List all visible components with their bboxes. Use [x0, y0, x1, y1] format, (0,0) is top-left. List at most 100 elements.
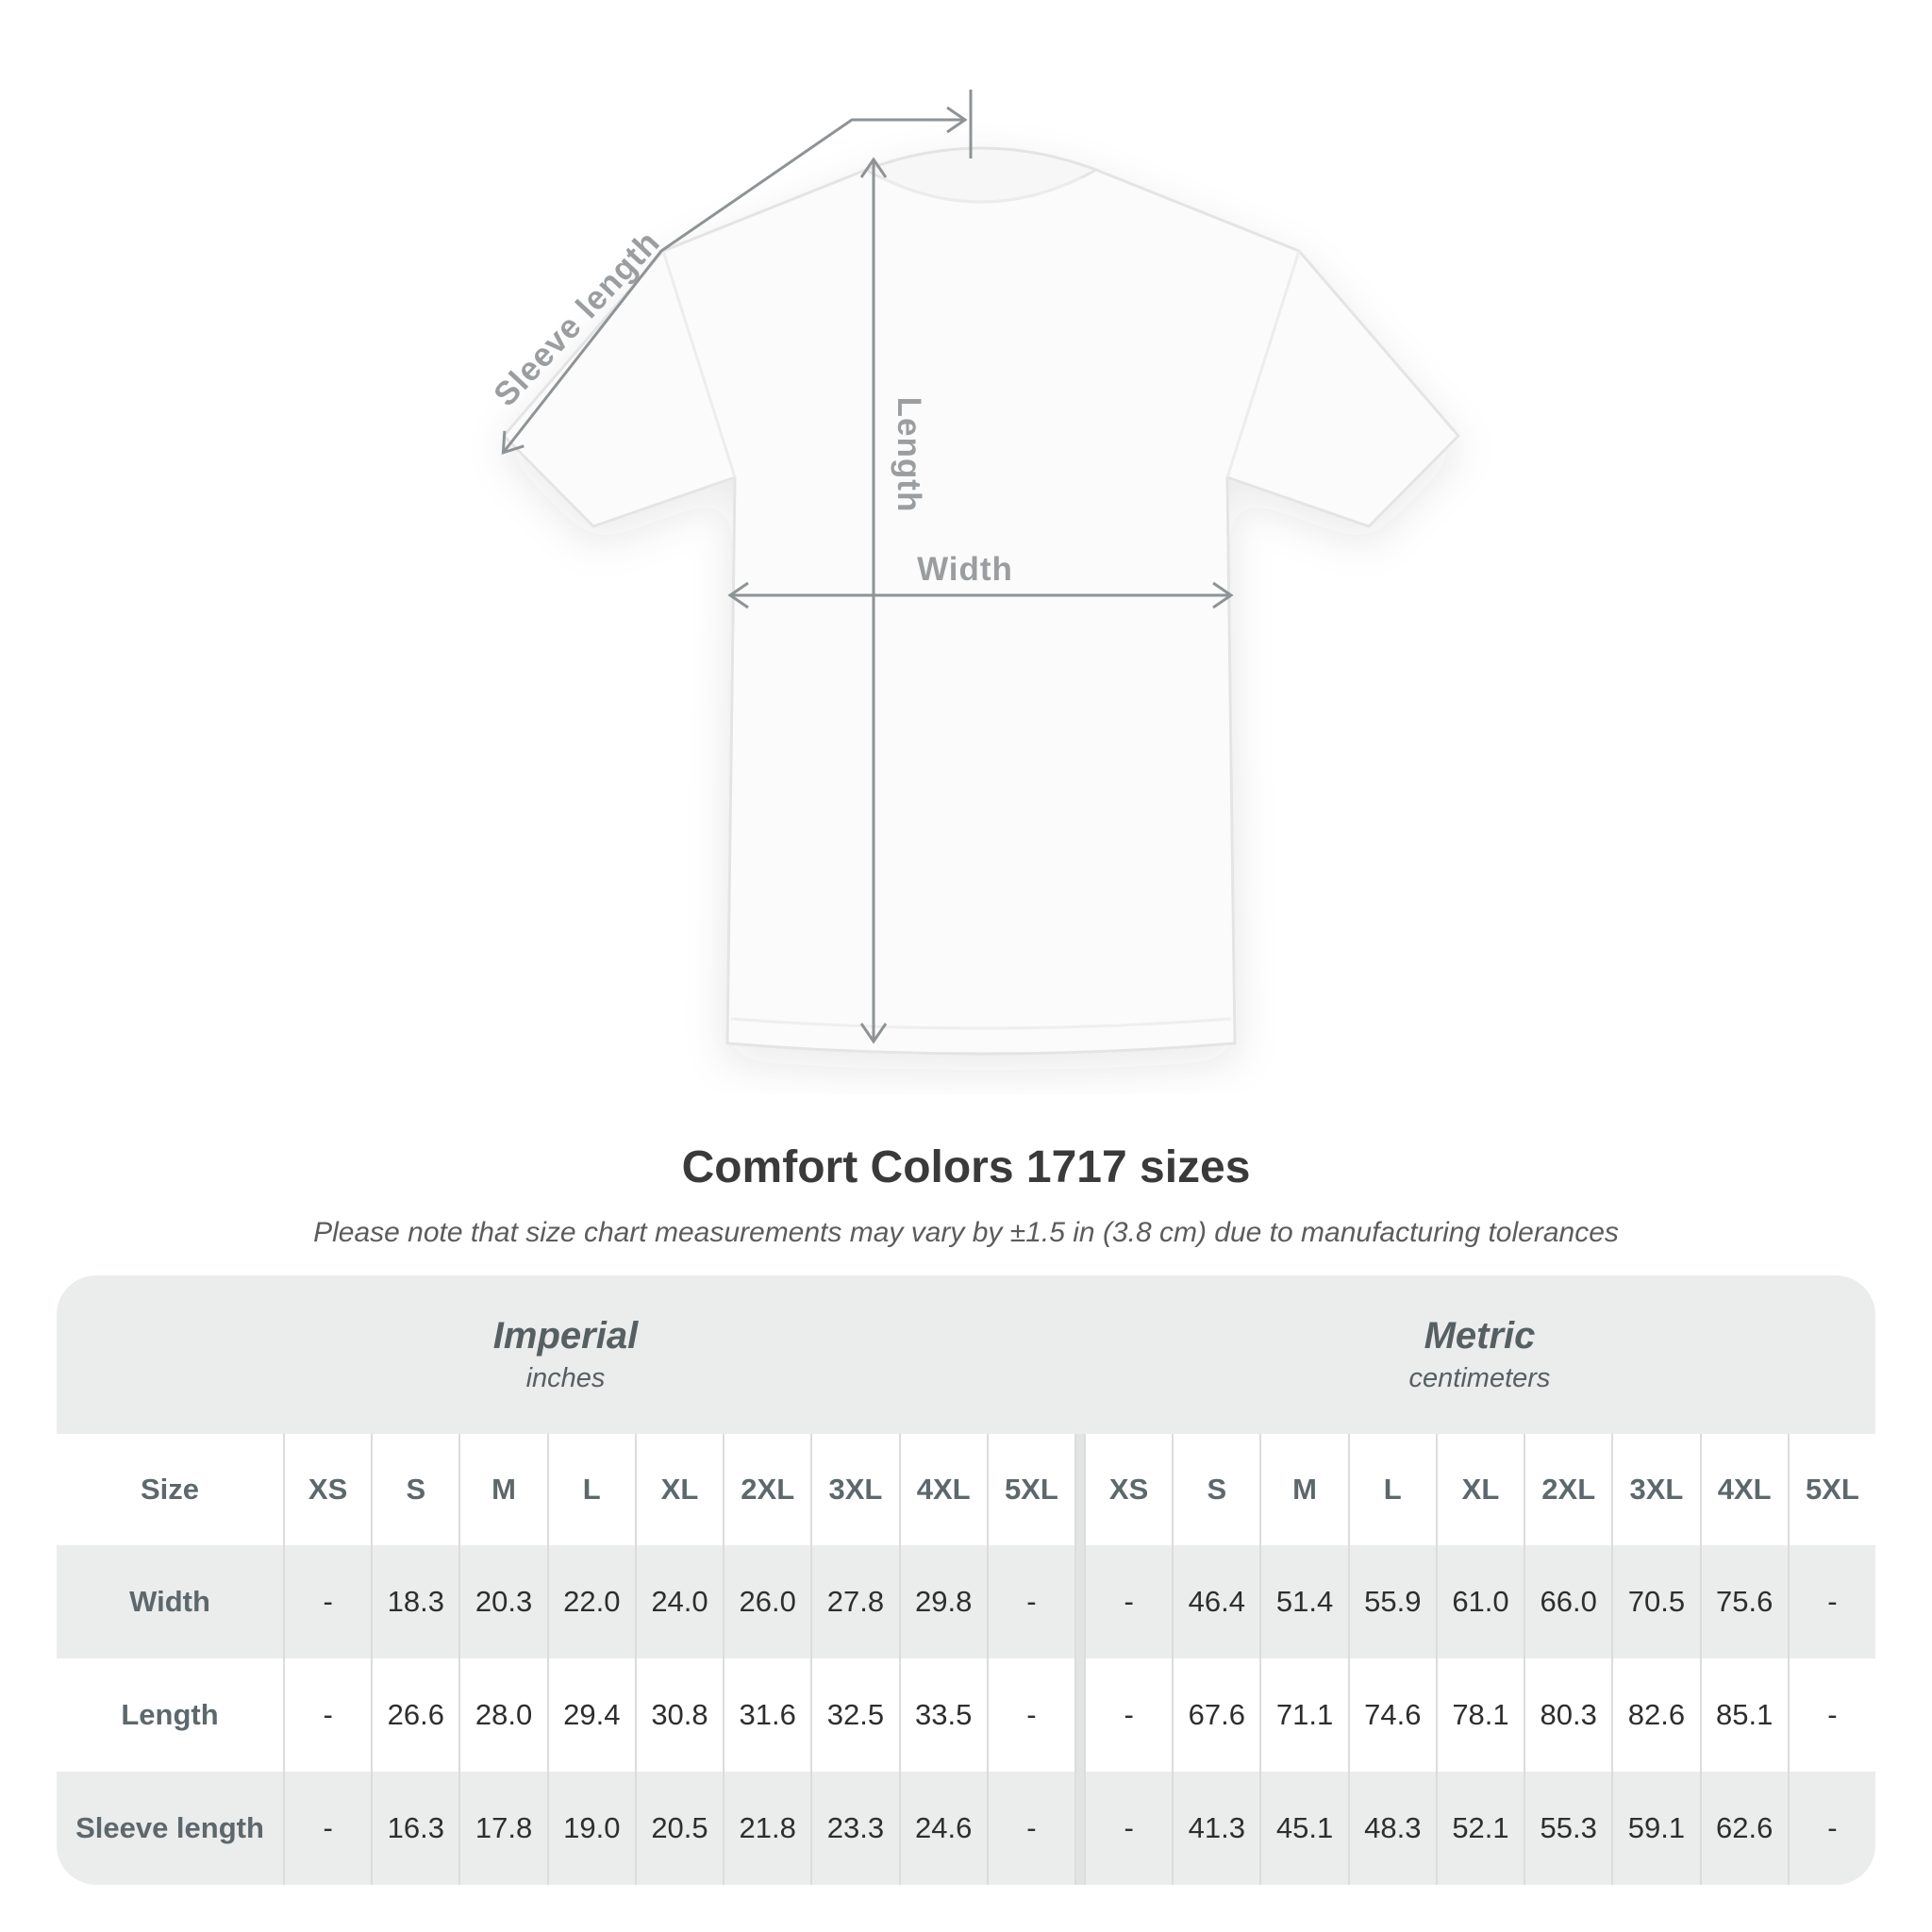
page-title: Comfort Colors 1717 sizes — [681, 1142, 1251, 1192]
row-label: Length — [121, 1698, 219, 1731]
cell: 61.0 — [1435, 1545, 1524, 1658]
cell: 80.3 — [1524, 1658, 1611, 1772]
row-label: Sleeve length — [75, 1811, 264, 1844]
cell: - — [986, 1658, 1074, 1772]
col-header-met-3xl: 3XL — [1611, 1434, 1699, 1545]
cell: 20.3 — [458, 1545, 546, 1658]
table-header-row: Size XS S M L XL 2XL 3XL 4XL 5XL XS S M … — [57, 1434, 1875, 1545]
col-header-imp-3xl: 3XL — [810, 1434, 898, 1545]
unit-group-band: Imperial inches Metric centimeters — [57, 1275, 1875, 1434]
cell: 26.6 — [371, 1658, 458, 1772]
cell: - — [1787, 1658, 1875, 1772]
cell: 16.3 — [371, 1772, 458, 1885]
unit-divider — [1074, 1545, 1084, 1658]
cell: 55.3 — [1524, 1772, 1611, 1885]
cell: 45.1 — [1259, 1772, 1347, 1885]
cell: 59.1 — [1611, 1772, 1699, 1885]
cell: 20.5 — [634, 1772, 723, 1885]
cell: 29.4 — [546, 1658, 635, 1772]
imperial-group-header: Imperial inches — [57, 1275, 1074, 1434]
cell: 78.1 — [1435, 1658, 1524, 1772]
cell: 46.4 — [1172, 1545, 1259, 1658]
cell: 30.8 — [634, 1658, 723, 1772]
sleeve-length-measure-line — [501, 106, 968, 455]
cell: 26.0 — [723, 1545, 810, 1658]
col-header-imp-5xl: 5XL — [986, 1434, 1074, 1545]
col-header-imp-m: M — [458, 1434, 546, 1545]
length-label: Length — [891, 396, 927, 513]
cell: 33.5 — [898, 1658, 987, 1772]
cell: 70.5 — [1611, 1545, 1699, 1658]
cell: - — [986, 1545, 1074, 1658]
cell: 17.8 — [458, 1772, 546, 1885]
col-header-met-l: L — [1347, 1434, 1436, 1545]
cell: - — [1083, 1545, 1172, 1658]
cell: 24.6 — [898, 1772, 987, 1885]
unit-divider — [1074, 1434, 1084, 1545]
col-header-imp-2xl: 2XL — [723, 1434, 810, 1545]
cell: 85.1 — [1699, 1658, 1788, 1772]
cell: 29.8 — [898, 1545, 987, 1658]
cell: 22.0 — [546, 1545, 635, 1658]
col-header-met-m: M — [1259, 1434, 1347, 1545]
size-column-header: Size — [140, 1473, 200, 1506]
cell: - — [283, 1545, 371, 1658]
cell: 19.0 — [546, 1772, 635, 1885]
col-header-imp-s: S — [371, 1434, 458, 1545]
row-label: Width — [129, 1585, 210, 1618]
cell: 66.0 — [1524, 1545, 1611, 1658]
metric-group-header: Metric centimeters — [1084, 1275, 1875, 1434]
col-header-imp-xs: XS — [283, 1434, 371, 1545]
cell: 21.8 — [723, 1772, 810, 1885]
cell: 27.8 — [810, 1545, 898, 1658]
col-header-met-xl: XL — [1435, 1434, 1524, 1545]
cell: 55.9 — [1347, 1545, 1436, 1658]
cell: 82.6 — [1611, 1658, 1699, 1772]
table-row-width: Width - 18.3 20.3 22.0 24.0 26.0 27.8 29… — [57, 1545, 1875, 1658]
tshirt-image — [502, 146, 1460, 1056]
cell: 18.3 — [371, 1545, 458, 1658]
cell: - — [986, 1772, 1074, 1885]
cell: 71.1 — [1259, 1658, 1347, 1772]
tshirt-diagram-canvas — [501, 90, 1460, 1056]
col-header-imp-l: L — [546, 1434, 635, 1545]
cell: 24.0 — [634, 1545, 723, 1658]
cell: 28.0 — [458, 1658, 546, 1772]
cell: - — [1787, 1772, 1875, 1885]
cell: 23.3 — [810, 1772, 898, 1885]
cell: - — [1787, 1545, 1875, 1658]
tshirt-measurement-diagram: Sleeve length Length Width — [487, 90, 1460, 1056]
col-header-imp-xl: XL — [634, 1434, 723, 1545]
cell: 31.6 — [723, 1658, 810, 1772]
table-row-sleeve-length: Sleeve length - 16.3 17.8 19.0 20.5 21.8… — [57, 1772, 1875, 1885]
metric-group-name: Metric — [1424, 1315, 1536, 1357]
unit-divider — [1074, 1772, 1084, 1885]
col-header-imp-4xl: 4XL — [898, 1434, 987, 1545]
table-row-length: Length - 26.6 28.0 29.4 30.8 31.6 32.5 3… — [57, 1658, 1875, 1772]
cell: 67.6 — [1172, 1658, 1259, 1772]
cell: 62.6 — [1699, 1772, 1788, 1885]
cell: 51.4 — [1259, 1545, 1347, 1658]
col-header-met-2xl: 2XL — [1524, 1434, 1611, 1545]
cell: - — [1083, 1658, 1172, 1772]
col-header-met-5xl: 5XL — [1787, 1434, 1875, 1545]
unit-divider — [1074, 1658, 1084, 1772]
tolerance-note: Please note that size chart measurements… — [313, 1217, 1619, 1248]
width-label: Width — [917, 551, 1013, 588]
col-header-met-s: S — [1172, 1434, 1259, 1545]
cell: 52.1 — [1435, 1772, 1524, 1885]
col-header-met-4xl: 4XL — [1699, 1434, 1788, 1545]
size-chart-table: Imperial inches Metric centimeters Size … — [57, 1275, 1875, 1885]
cell: - — [283, 1658, 371, 1772]
imperial-group-unit: inches — [525, 1363, 606, 1393]
cell: - — [283, 1772, 371, 1885]
cell: 32.5 — [810, 1658, 898, 1772]
metric-group-unit: centimeters — [1408, 1363, 1551, 1393]
cell: 41.3 — [1172, 1772, 1259, 1885]
cell: 48.3 — [1347, 1772, 1436, 1885]
cell: 75.6 — [1699, 1545, 1788, 1658]
cell: 74.6 — [1347, 1658, 1436, 1772]
cell: - — [1083, 1772, 1172, 1885]
imperial-group-name: Imperial — [492, 1315, 639, 1357]
col-header-met-xs: XS — [1083, 1434, 1172, 1545]
